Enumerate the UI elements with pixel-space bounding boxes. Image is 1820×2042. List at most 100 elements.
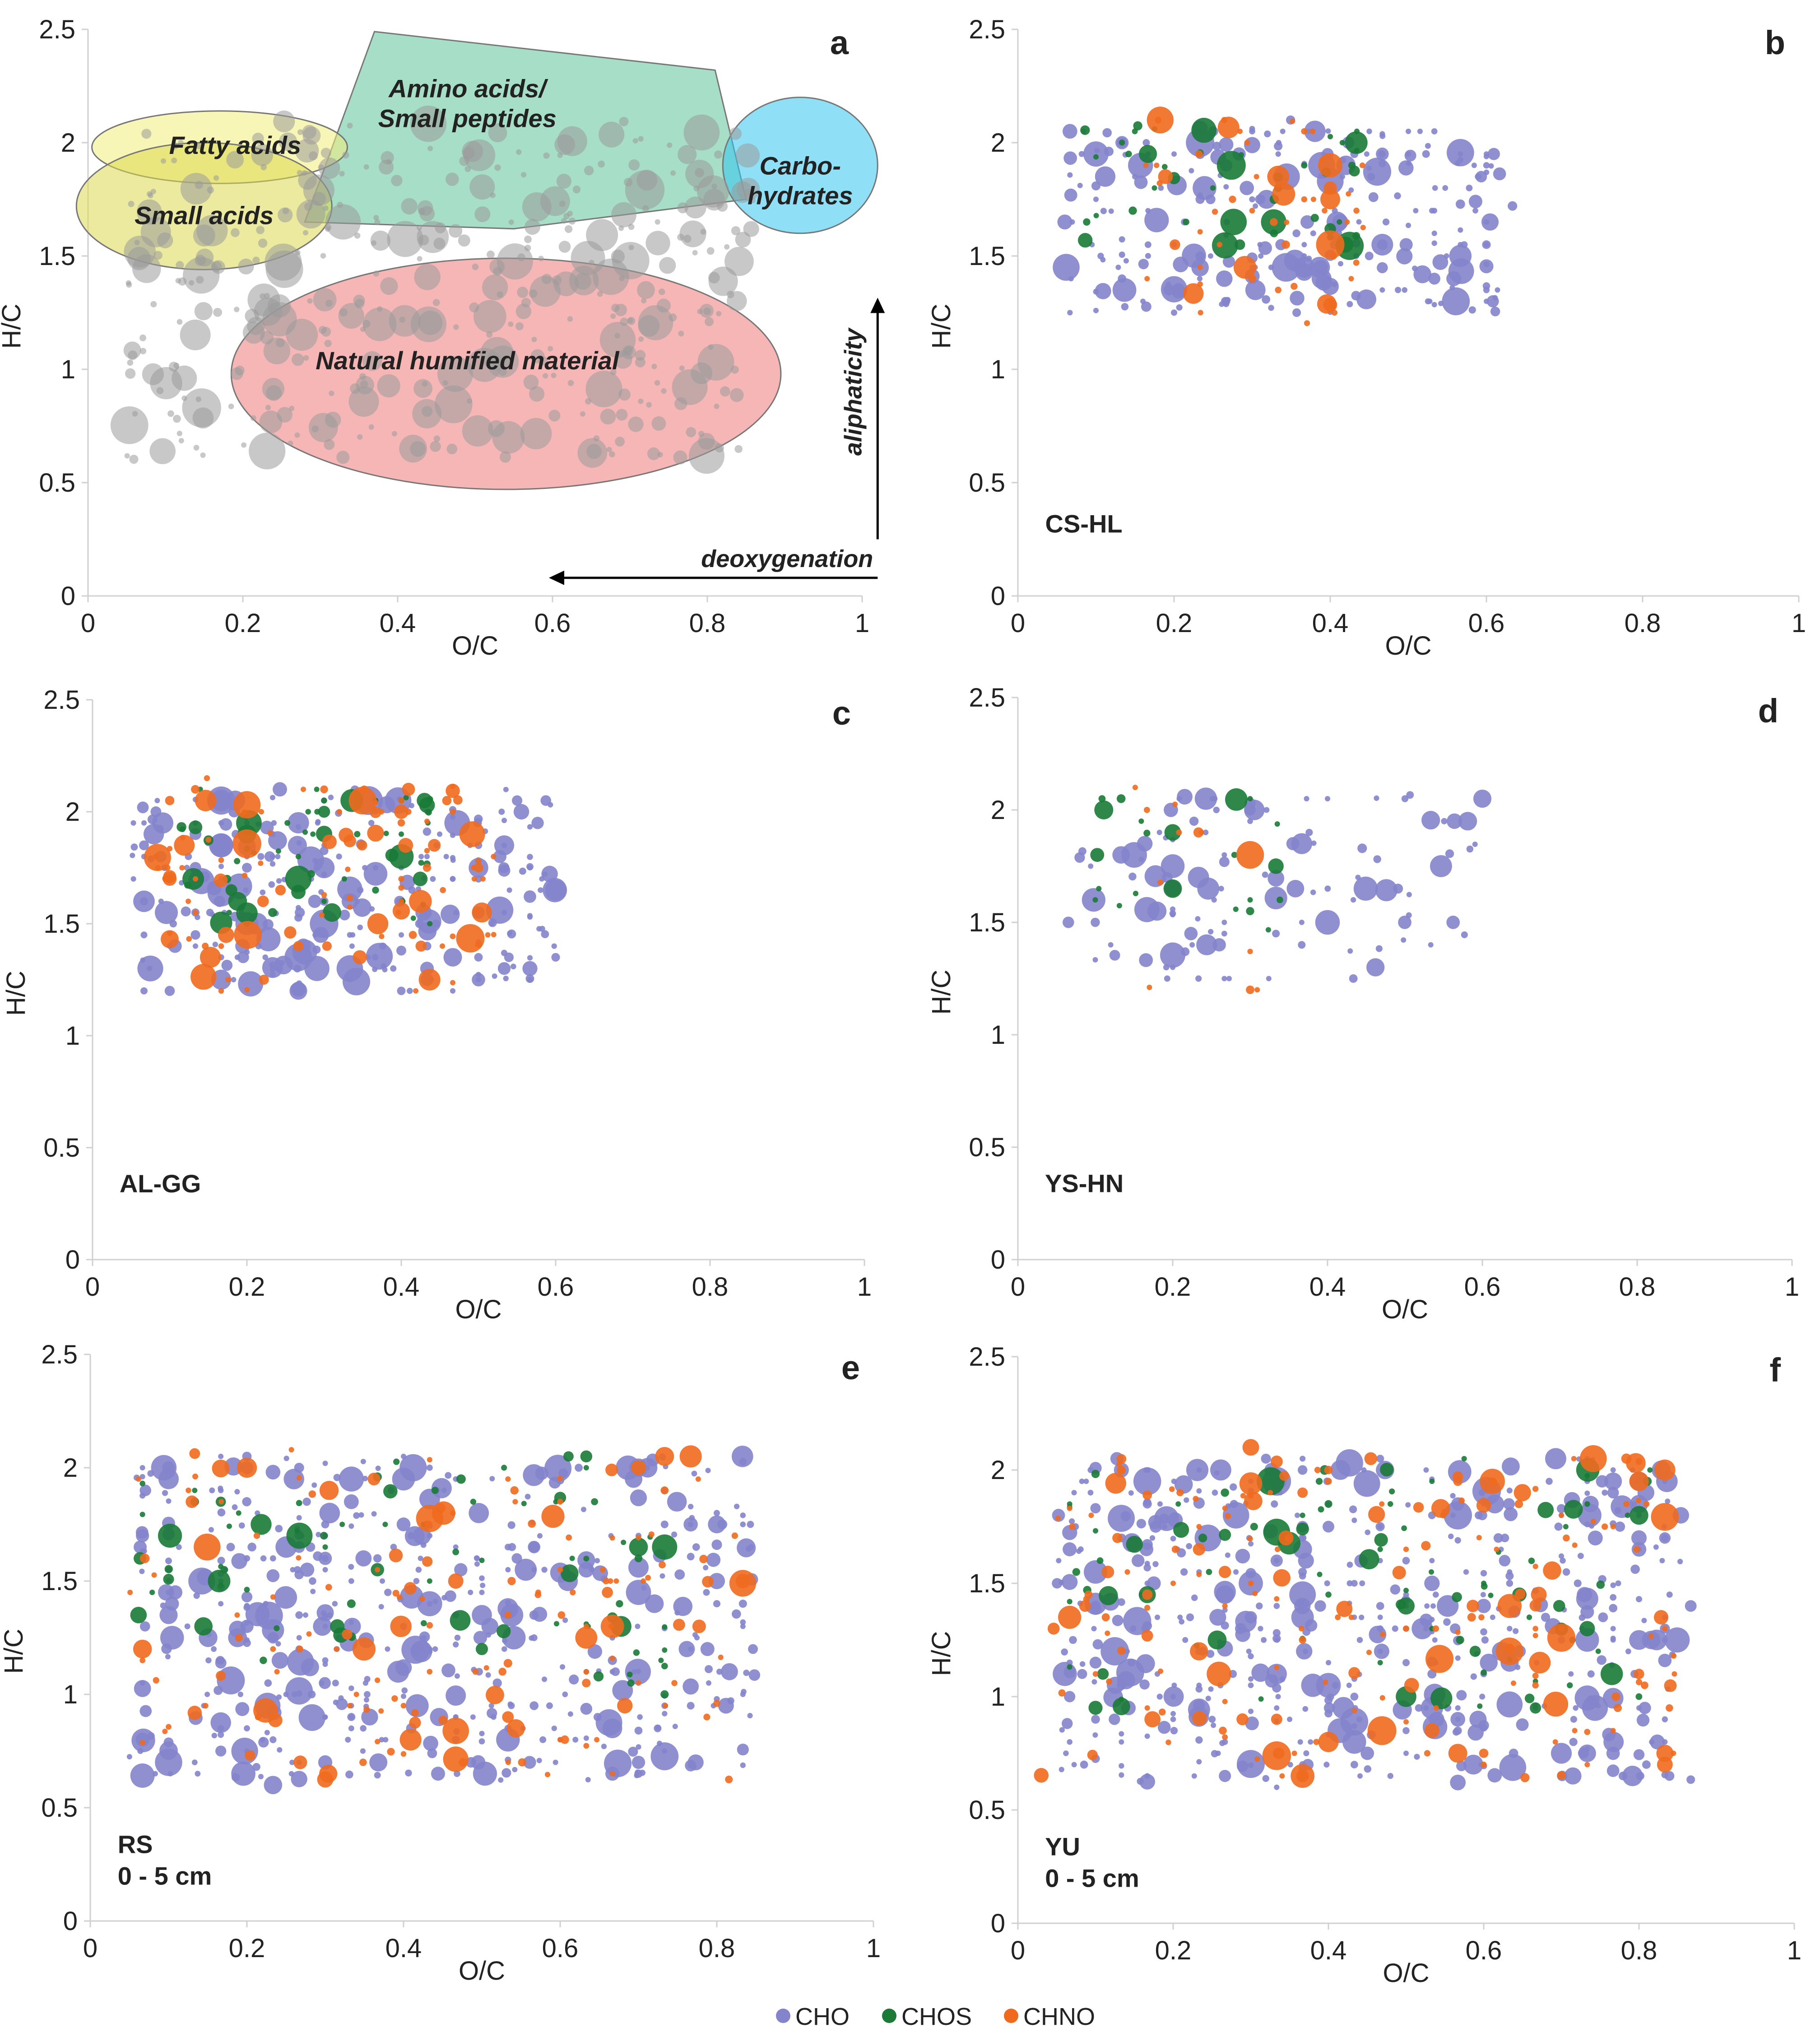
data-point-chno bbox=[186, 1495, 199, 1508]
data-point-cho bbox=[1245, 1716, 1259, 1730]
data-point-chno bbox=[1274, 1546, 1281, 1552]
data-point-chos bbox=[1133, 121, 1142, 130]
data-point-all bbox=[724, 244, 730, 250]
data-point-all bbox=[380, 277, 398, 295]
data-point-chno bbox=[1084, 1591, 1093, 1599]
data-point-cho bbox=[1280, 128, 1286, 134]
data-point-cho bbox=[1463, 1569, 1469, 1575]
data-point-cho bbox=[1630, 1564, 1640, 1574]
data-point-cho bbox=[1195, 251, 1205, 261]
data-point-chno bbox=[1476, 1498, 1491, 1513]
data-point-cho bbox=[1310, 230, 1316, 237]
data-point-chno bbox=[185, 898, 191, 904]
data-point-cho bbox=[366, 954, 371, 960]
data-point-chos bbox=[427, 796, 433, 803]
x-tick-label: 0.8 bbox=[689, 609, 726, 638]
data-point-cho bbox=[1170, 1693, 1176, 1700]
data-point-chno bbox=[1623, 1501, 1630, 1507]
data-point-cho bbox=[645, 1594, 664, 1613]
data-point-chno bbox=[641, 1578, 646, 1584]
data-point-cho bbox=[371, 1511, 377, 1517]
data-point-all bbox=[636, 169, 658, 191]
data-point-cho bbox=[385, 1646, 390, 1652]
data-point-cho bbox=[1366, 165, 1372, 171]
data-point-cho bbox=[572, 1736, 579, 1743]
data-point-chno bbox=[268, 1713, 283, 1727]
data-point-all bbox=[213, 175, 219, 181]
data-point-cho bbox=[625, 1659, 651, 1685]
data-point-cho bbox=[1109, 949, 1120, 961]
y-tick-label: 0 bbox=[65, 1245, 80, 1275]
data-point-chos bbox=[274, 1625, 280, 1632]
data-point-chno bbox=[387, 1748, 395, 1756]
data-point-cho bbox=[289, 1759, 295, 1765]
data-point-cho bbox=[738, 1600, 747, 1608]
data-point-chos bbox=[284, 820, 291, 826]
y-tick-label: 0.5 bbox=[43, 1133, 80, 1163]
data-point-cho bbox=[1112, 278, 1137, 302]
data-point-all bbox=[363, 164, 369, 170]
data-point-cho bbox=[226, 1543, 235, 1552]
data-point-all bbox=[273, 110, 295, 132]
legend-marker-cho bbox=[776, 2009, 790, 2023]
y-tick-label: 2 bbox=[63, 1453, 78, 1483]
data-point-chno bbox=[1190, 1642, 1208, 1661]
data-point-cho bbox=[300, 1563, 315, 1577]
y-tick-label: 0.5 bbox=[969, 1133, 1005, 1162]
data-point-all bbox=[260, 330, 274, 344]
data-point-cho bbox=[1144, 208, 1169, 233]
data-point-all bbox=[266, 385, 282, 401]
data-point-cho bbox=[1074, 852, 1085, 863]
data-point-chos bbox=[1173, 1522, 1189, 1538]
data-point-chos bbox=[1225, 788, 1248, 811]
data-point-cho bbox=[1100, 257, 1106, 263]
data-point-cho bbox=[342, 968, 371, 995]
data-point-chno bbox=[153, 1677, 159, 1684]
data-point-cho bbox=[134, 1680, 151, 1697]
data-point-cho bbox=[721, 1663, 738, 1680]
y-axis-title: H/C bbox=[1, 971, 31, 1016]
data-point-chos bbox=[1231, 851, 1238, 858]
data-point-chno bbox=[1336, 1600, 1353, 1617]
data-point-chno bbox=[1467, 1613, 1476, 1622]
data-point-chno bbox=[1364, 1452, 1378, 1465]
data-point-chos bbox=[660, 1690, 669, 1699]
data-point-cho bbox=[1170, 1726, 1178, 1735]
data-point-all bbox=[260, 293, 266, 299]
data-point-cho bbox=[302, 1612, 308, 1618]
data-point-cho bbox=[440, 904, 460, 924]
data-point-cho bbox=[1377, 239, 1388, 250]
data-point-chos bbox=[1452, 1592, 1462, 1602]
data-point-all bbox=[673, 450, 687, 465]
data-point-cho bbox=[1604, 1472, 1622, 1490]
data-point-cho bbox=[1079, 1478, 1085, 1484]
data-point-all bbox=[543, 152, 550, 159]
data-point-all bbox=[342, 151, 349, 159]
data-point-cho bbox=[1365, 251, 1374, 260]
data-point-chno bbox=[1318, 153, 1342, 178]
data-point-cho bbox=[1454, 1537, 1461, 1544]
data-point-all bbox=[734, 445, 743, 453]
data-point-chno bbox=[1299, 1636, 1306, 1644]
data-point-chno bbox=[139, 1554, 150, 1563]
data-point-cho bbox=[231, 1553, 247, 1569]
data-point-chos bbox=[1090, 848, 1105, 862]
data-point-chno bbox=[284, 926, 297, 939]
data-point-cho bbox=[682, 1678, 699, 1695]
data-point-cho bbox=[1083, 141, 1109, 167]
data-point-all bbox=[499, 451, 511, 463]
data-point-cho bbox=[363, 1697, 369, 1703]
x-tick-label: 1 bbox=[1785, 1272, 1799, 1302]
data-point-chno bbox=[1273, 1569, 1291, 1587]
data-point-all bbox=[265, 250, 303, 288]
data-point-cho bbox=[360, 1459, 366, 1465]
data-point-cho bbox=[594, 1558, 600, 1563]
data-point-cho bbox=[316, 1532, 321, 1538]
data-point-cho bbox=[348, 1714, 354, 1720]
data-point-chno bbox=[1610, 1524, 1616, 1530]
data-point-cho bbox=[662, 1711, 668, 1716]
data-point-cho bbox=[210, 1712, 231, 1733]
data-point-cho bbox=[1302, 1628, 1311, 1636]
data-point-cho bbox=[292, 982, 305, 995]
